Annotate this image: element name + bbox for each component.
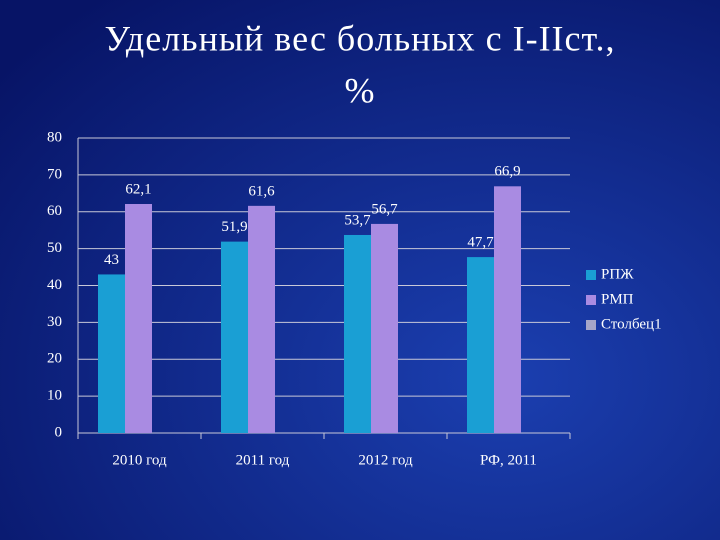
legend-label: РПЖ bbox=[601, 266, 634, 282]
y-tick-label: 20 bbox=[47, 351, 62, 367]
value-label: 43 bbox=[104, 252, 119, 268]
bar bbox=[344, 234, 371, 433]
y-tick-label: 80 bbox=[47, 129, 62, 145]
bar bbox=[98, 274, 125, 433]
y-tick-label: 0 bbox=[55, 424, 63, 440]
value-label: 53,7 bbox=[344, 212, 371, 228]
y-tick-label: 70 bbox=[47, 166, 62, 182]
value-label: 56,7 bbox=[371, 201, 398, 217]
y-tick-label: 30 bbox=[47, 314, 62, 330]
y-tick-label: 60 bbox=[47, 203, 62, 219]
chart-title: % bbox=[345, 70, 376, 110]
value-label: 47,7 bbox=[467, 235, 494, 251]
legend-swatch bbox=[586, 320, 596, 330]
value-label: 61,6 bbox=[248, 183, 275, 199]
x-tick-label: 2011 год bbox=[236, 452, 290, 468]
chart-title: Удельный вес больных с I-IIст., bbox=[104, 18, 615, 58]
value-label: 62,1 bbox=[125, 181, 151, 197]
value-label: 51,9 bbox=[221, 219, 247, 235]
y-tick-label: 10 bbox=[47, 388, 62, 404]
bar bbox=[125, 204, 152, 433]
x-tick-label: 2010 год bbox=[112, 452, 167, 468]
legend-label: Столбец1 bbox=[601, 316, 662, 332]
x-tick-label: РФ, 2011 bbox=[480, 452, 537, 468]
bar bbox=[371, 223, 398, 433]
bar bbox=[467, 257, 494, 433]
bar bbox=[494, 186, 521, 433]
y-tick-label: 40 bbox=[47, 277, 62, 293]
legend-swatch bbox=[586, 270, 596, 280]
bar bbox=[248, 205, 275, 433]
legend-swatch bbox=[586, 295, 596, 305]
value-label: 66,9 bbox=[494, 164, 520, 180]
legend-label: РМП bbox=[601, 291, 634, 307]
bar bbox=[221, 241, 248, 433]
y-tick-label: 50 bbox=[47, 240, 62, 256]
x-tick-label: 2012 год bbox=[358, 452, 413, 468]
